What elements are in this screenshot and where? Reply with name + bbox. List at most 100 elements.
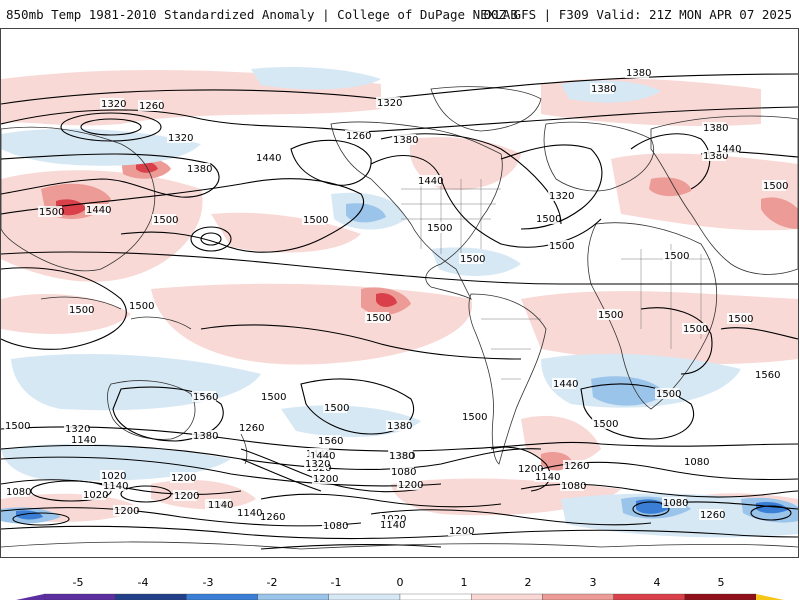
- contour-label: 1320: [168, 133, 193, 144]
- australia-coast: [107, 380, 196, 440]
- contour-label: 1500: [664, 251, 689, 262]
- contour-label: 1080: [6, 487, 31, 498]
- contour-label-bg: [655, 388, 679, 399]
- contour-label-bg: [560, 480, 584, 491]
- contour-label-bg: [461, 411, 485, 422]
- color-scale-min-arrow: [16, 594, 44, 600]
- contour-label-bg: [82, 489, 106, 500]
- contour-label: 1380: [193, 431, 218, 442]
- contour-label-bg: [128, 300, 152, 311]
- contour-label-bg: [426, 222, 450, 233]
- contour-label: 1380: [389, 451, 414, 462]
- contour-label: 1500: [462, 412, 487, 423]
- contour-label-bg: [192, 391, 216, 402]
- contour-label-bg: [699, 509, 723, 520]
- color-scale-tick-label: -5: [73, 576, 84, 589]
- contour-label-bg: [388, 450, 412, 461]
- contour-label: 1500: [593, 419, 618, 430]
- contour-label-bg: [380, 513, 404, 524]
- contour-label-bg: [322, 520, 346, 531]
- contour-label-bg: [38, 206, 62, 217]
- contour-label: 1140: [208, 500, 233, 511]
- color-scale-tick-label: -4: [138, 576, 149, 589]
- contour-label-layer: 1380 1320 1260 1320 1380 1440 1500 1440 1500 1500…: [4, 67, 788, 537]
- contour-label: 1080: [684, 457, 709, 468]
- asia-coast: [650, 115, 798, 275]
- contour-label-bg: [302, 214, 326, 225]
- contour-label: 1380: [703, 123, 728, 134]
- contour-label-bg: [762, 180, 786, 191]
- contour-label-bg: [236, 507, 260, 518]
- color-scale-tick-label: -2: [267, 576, 278, 589]
- greenland-coast: [430, 86, 542, 132]
- contour-label: 1500: [763, 181, 788, 192]
- contour-label: 1500: [427, 223, 452, 234]
- contour-label: 1500: [69, 305, 94, 316]
- color-scale-tick-label: 1: [461, 576, 468, 589]
- contour-label-bg: [323, 402, 347, 413]
- contour-label-bg: [625, 67, 649, 78]
- contour-label: 1020: [101, 471, 126, 482]
- contour-label: 1260: [564, 461, 589, 472]
- contour-label: 1320: [549, 191, 574, 202]
- contour-label: 1080: [323, 521, 348, 532]
- contour-label: 1380: [626, 68, 651, 79]
- contour-label-bg: [100, 470, 124, 481]
- contour-label: 1440: [553, 379, 578, 390]
- contour-label-bg: [563, 460, 587, 471]
- contour-label-bg: [85, 204, 109, 215]
- color-scale-segment: [115, 593, 187, 600]
- contour-label: 1500: [683, 324, 708, 335]
- contour-label: 1380: [387, 421, 412, 432]
- contour-label-bg: [312, 473, 336, 484]
- contour-label: 1500: [366, 313, 391, 324]
- contour-label-bg: [317, 435, 341, 446]
- color-scale-fill: [16, 593, 784, 600]
- south-america-coast: [468, 293, 547, 465]
- contour-label: 1500: [536, 214, 561, 225]
- contour-label: 1320: [65, 424, 90, 435]
- contour-label-bg: [597, 309, 621, 320]
- contour-label-bg: [390, 466, 414, 477]
- color-scale-segment: [43, 593, 116, 600]
- contour-label-bg: [535, 213, 559, 224]
- color-scale-tick-label: 3: [590, 576, 597, 589]
- contour-label-bg: [207, 499, 231, 510]
- contour-label-bg: [682, 323, 706, 334]
- color-scale-tick-label: 5: [718, 576, 725, 589]
- contour-label-bg: [379, 519, 403, 530]
- contour-label-bg: [113, 505, 137, 516]
- color-scale-tick-label: 4: [654, 576, 661, 589]
- contour-label: 1260: [346, 131, 371, 142]
- contour-label-bg: [167, 132, 191, 143]
- contour-label: 1260: [139, 101, 164, 112]
- contour-label-bg: [548, 190, 572, 201]
- contour-label: 1200: [174, 491, 199, 502]
- contour-label: 1020: [83, 490, 108, 501]
- indonesia-coast: [40, 296, 192, 330]
- contour-label-bg: [102, 480, 126, 491]
- coastlines: [1, 86, 798, 550]
- contour-label-bg: [727, 313, 751, 324]
- contour-label: 1140: [103, 481, 128, 492]
- contour-label: 1320: [377, 98, 402, 109]
- north-america-coast: [330, 121, 503, 300]
- contour-label: 1380: [187, 164, 212, 175]
- contour-label: 1440: [256, 153, 281, 164]
- contour-label-bg: [683, 456, 707, 467]
- contour-label-bg: [4, 420, 28, 431]
- contour-label-bg: [138, 100, 162, 111]
- contour-label-bg: [260, 391, 284, 402]
- contour-label: 1560: [318, 436, 343, 447]
- contour-label-bg: [386, 420, 410, 431]
- color-scale-segment: [186, 593, 258, 600]
- color-scale-tick-label: -3: [203, 576, 214, 589]
- contour-label: 1140: [237, 508, 262, 519]
- contour-label-bg: [259, 511, 283, 522]
- contour-label: 1560: [193, 392, 218, 403]
- color-scale-tick-label: 0: [397, 576, 404, 589]
- asia-west-wrap: [1, 126, 155, 272]
- contour-label-bg: [702, 150, 726, 161]
- contour-label: 1440: [716, 144, 741, 155]
- color-scale-segment: [613, 593, 685, 600]
